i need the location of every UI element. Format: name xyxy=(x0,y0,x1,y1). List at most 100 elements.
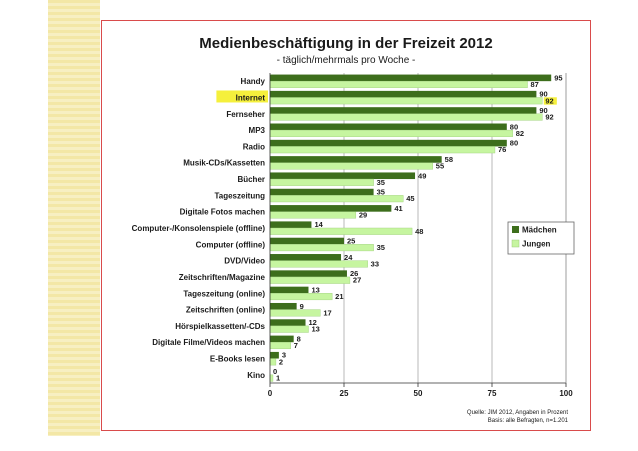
category-label: Digitale Filme/Videos machen xyxy=(152,338,265,347)
category-label: Musik-CDs/Kassetten xyxy=(183,159,265,168)
bar-jungen xyxy=(269,358,277,366)
bar-maedchen xyxy=(270,270,347,277)
category-label: Radio xyxy=(243,142,265,151)
x-tick-label: 50 xyxy=(414,389,423,398)
x-tick-label: 75 xyxy=(488,389,497,398)
bar-jungen xyxy=(269,80,528,88)
source-note: Quelle: JIM 2012, Angaben in Prozent xyxy=(467,410,568,416)
data-label: 8 xyxy=(297,334,301,343)
category-label: Digitale Fotos machen xyxy=(180,208,265,217)
data-label: 58 xyxy=(445,155,453,164)
category-label: Tageszeitung xyxy=(214,191,265,200)
data-label: 49 xyxy=(418,171,426,180)
bar-jungen xyxy=(269,293,333,301)
category-label: Tageszeitung (online) xyxy=(183,289,265,298)
bar-maedchen xyxy=(270,237,344,245)
data-label: 25 xyxy=(347,237,355,246)
category-highlight xyxy=(216,90,268,103)
category-label: Internet xyxy=(236,93,266,102)
legend-label-jungen: Jungen xyxy=(522,240,551,249)
data-label: 29 xyxy=(359,210,367,219)
data-label: 13 xyxy=(311,285,319,294)
data-label: 35 xyxy=(377,188,385,197)
category-label: Zeitschriften (online) xyxy=(186,306,265,315)
bar-jungen xyxy=(269,276,351,284)
data-label: 3 xyxy=(282,351,286,360)
bar-jungen xyxy=(269,260,368,268)
legend: Mädchen Jungen xyxy=(507,221,575,255)
bar-maedchen xyxy=(270,107,537,114)
category-label: Kino xyxy=(247,371,265,380)
bar-maedchen xyxy=(270,139,507,147)
category-label: Handy xyxy=(241,77,266,86)
legend-label-maedchen: Mädchen xyxy=(522,226,557,235)
category-label: MP3 xyxy=(249,126,266,135)
bar-maedchen xyxy=(270,156,442,163)
x-tick-label: 25 xyxy=(340,389,349,398)
value-highlight xyxy=(543,97,557,105)
bar-maedchen xyxy=(270,302,297,310)
data-label: 13 xyxy=(311,325,319,334)
bar-maedchen xyxy=(270,205,392,212)
data-label: 33 xyxy=(371,259,379,268)
data-label: 76 xyxy=(498,145,506,154)
category-label: Computer (offline) xyxy=(196,240,266,249)
data-label: 14 xyxy=(314,220,323,229)
data-label: 7 xyxy=(294,341,298,350)
data-label: 48 xyxy=(415,227,423,236)
bar-maedchen xyxy=(270,123,507,131)
bar-jungen xyxy=(269,129,513,137)
x-axis: 0 25 50 75 100 xyxy=(268,73,573,398)
bar-maedchen xyxy=(270,188,374,196)
decorative-stripes xyxy=(48,0,100,436)
bar-maedchen xyxy=(270,74,552,82)
base-note: Basis: alle Befragten, n=1.201 xyxy=(488,418,569,424)
bar-maedchen xyxy=(270,319,306,326)
legend-swatch-maedchen xyxy=(512,226,519,233)
data-label: 21 xyxy=(335,292,343,301)
category-label: Computer-/Konsolenspiele (offline) xyxy=(132,224,266,233)
data-label: 87 xyxy=(531,80,539,89)
category-label: Bücher xyxy=(237,175,265,184)
x-tick-label: 0 xyxy=(268,389,273,398)
data-label: 26 xyxy=(350,269,358,278)
data-label: 41 xyxy=(394,204,402,213)
bar-jungen xyxy=(269,374,274,382)
bar-maedchen xyxy=(270,351,279,359)
data-label: 12 xyxy=(309,318,317,327)
chart-title: Medienbeschäftigung in der Freizeit 2012 xyxy=(199,35,492,52)
data-label: 9 xyxy=(300,302,304,311)
data-label: 55 xyxy=(436,162,444,171)
bar-jungen xyxy=(269,244,374,252)
bar-jungen xyxy=(269,97,543,105)
category-label: DVD/Video xyxy=(224,257,265,266)
bar-jungen xyxy=(269,227,413,235)
bar-maedchen xyxy=(270,90,537,98)
data-label: 35 xyxy=(377,178,385,187)
bar-maedchen xyxy=(270,221,312,228)
data-label: 0 xyxy=(273,367,277,376)
bar-jungen xyxy=(269,342,291,350)
data-label: 17 xyxy=(323,308,331,317)
x-tick-label: 100 xyxy=(559,389,573,398)
bar-maedchen xyxy=(270,335,294,343)
data-label: 24 xyxy=(344,253,353,262)
data-label: 82 xyxy=(516,129,524,138)
bar-jungen xyxy=(269,309,321,317)
bar-maedchen xyxy=(270,254,342,261)
data-label: 2 xyxy=(279,357,283,366)
bar-maedchen xyxy=(270,172,416,180)
bar-jungen xyxy=(269,325,309,333)
bar-maedchen xyxy=(270,286,309,294)
category-label: Fernseher xyxy=(226,110,265,119)
chart-subtitle: - täglich/mehrmals pro Woche - xyxy=(277,55,416,66)
data-label: 95 xyxy=(554,73,562,82)
data-label: 92 xyxy=(545,113,553,122)
data-label: 1 xyxy=(276,374,280,383)
data-label: 27 xyxy=(353,276,361,285)
category-label: E-Books lesen xyxy=(210,355,265,364)
data-label: 35 xyxy=(377,243,385,252)
data-label: 92 xyxy=(545,96,553,105)
